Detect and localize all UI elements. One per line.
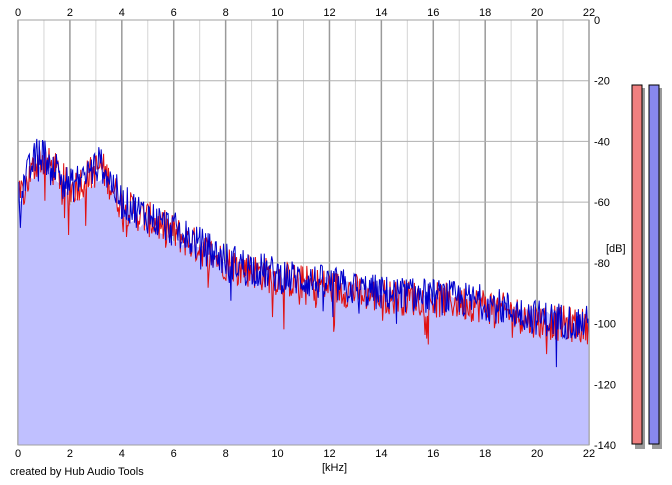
x-tick-label-bottom: 22 xyxy=(583,448,595,460)
y-tick-label: -100 xyxy=(594,319,616,331)
y-tick-label: -80 xyxy=(594,258,610,270)
x-axis-label: [kHz] xyxy=(322,462,347,474)
spectrum-fill-area xyxy=(18,166,589,445)
y-tick-labels: 0 -20 -40 -60 -80 -100 -120 -140 xyxy=(594,15,616,452)
y-tick-label: 0 xyxy=(594,15,600,27)
x-tick-label-bottom: 10 xyxy=(271,448,283,460)
x-tick-label: 18 xyxy=(479,7,491,19)
x-tick-label: 16 xyxy=(427,7,439,19)
x-tick-label-bottom: 20 xyxy=(531,448,543,460)
x-tick-label-bottom: 8 xyxy=(223,448,229,460)
x-tick-label-bottom: 2 xyxy=(67,448,73,460)
x-tick-label-bottom: 16 xyxy=(427,448,439,460)
x-tick-label-bottom: 18 xyxy=(479,448,491,460)
x-tick-label: 6 xyxy=(171,7,177,19)
plot-border xyxy=(17,19,590,446)
y-tick-label: -140 xyxy=(594,440,616,452)
x-tick-label: 22 xyxy=(583,7,595,19)
level-meters xyxy=(631,84,662,449)
y-tick-label: -60 xyxy=(594,197,610,209)
x-tick-label: 12 xyxy=(323,7,335,19)
meter-left xyxy=(631,84,643,445)
y-tick-label: -20 xyxy=(594,76,610,88)
x-tick-label: 2 xyxy=(67,7,73,19)
x-tick-label-bottom: 6 xyxy=(171,448,177,460)
spectrum-line-left xyxy=(17,146,590,355)
x-tick-label: 8 xyxy=(223,7,229,19)
x-tick-label: 10 xyxy=(271,7,283,19)
x-tick-label: 14 xyxy=(375,7,387,19)
x-tick-label-bottom: 14 xyxy=(375,448,387,460)
x-tick-label-bottom: 0 xyxy=(15,448,21,460)
y-axis-label: [dB] xyxy=(606,243,626,255)
y-tick-label: -40 xyxy=(594,136,610,148)
y-tick-label: -120 xyxy=(594,379,616,391)
x-tick-label-bottom: 4 xyxy=(119,448,125,460)
x-tick-label: 4 xyxy=(119,7,125,19)
x-tick-label: 20 xyxy=(531,7,543,19)
meter-right xyxy=(648,84,660,445)
x-tick-label-bottom: 12 xyxy=(323,448,335,460)
x-tick-labels: 0 2 4 6 8 10 12 14 16 18 20 22 0 2 4 6 8 10 12 14 16 18 20 22 xyxy=(15,7,595,460)
credit-text: created by Hub Audio Tools xyxy=(10,466,144,478)
x-tick-label: 0 xyxy=(15,7,21,19)
spectrum-line-right xyxy=(17,138,590,368)
